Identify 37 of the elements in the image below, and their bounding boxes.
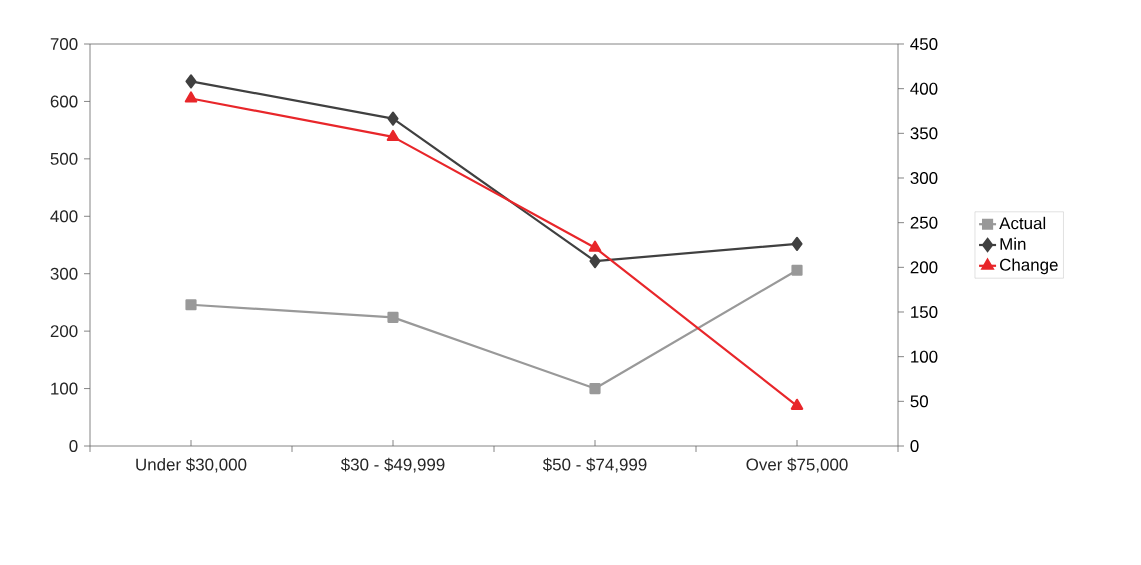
y2-tick-label: 400 <box>910 82 938 95</box>
x-tick-label: Under $30,000 <box>136 457 247 473</box>
x-tick-label: $30 - $49,999 <box>340 457 445 473</box>
y2-tick-label: 100 <box>911 350 938 363</box>
point <box>386 129 400 141</box>
point <box>387 311 399 323</box>
point <box>589 254 601 269</box>
y2-tick-label: 300 <box>910 172 938 184</box>
y-tick-label: 500 <box>50 152 78 165</box>
point <box>791 264 803 276</box>
point <box>589 382 601 395</box>
x-tick-label: $50 - $74,999 <box>542 457 647 473</box>
point <box>588 240 602 252</box>
y2-tick-label: 350 <box>910 127 938 140</box>
y2-tick-label: 150 <box>911 306 938 318</box>
point <box>185 299 197 311</box>
y-tick-label: 100 <box>51 382 78 395</box>
x-tick-label: Over $75,000 <box>746 457 848 473</box>
y-tick-label: 0 <box>69 440 78 452</box>
legend-label: Actual <box>999 216 1046 230</box>
y2-tick-label: 200 <box>910 261 938 274</box>
point <box>791 236 803 251</box>
y2-tick-label: 50 <box>910 395 929 408</box>
y-tick-label: 300 <box>50 267 78 280</box>
y2-tick-label: 450 <box>910 38 938 50</box>
point <box>790 398 804 410</box>
y2-tick-label: 250 <box>910 216 938 229</box>
y-tick-label: 400 <box>50 210 78 223</box>
legend-label: Min <box>1000 237 1026 250</box>
y-tick-label: 700 <box>50 38 78 50</box>
y-tick-label: 600 <box>50 95 78 108</box>
point <box>387 111 399 126</box>
legend-label: Change <box>1000 258 1058 275</box>
point <box>184 91 198 103</box>
y-tick-label: 200 <box>50 325 78 338</box>
point <box>185 74 197 89</box>
y2-tick-label: 0 <box>910 440 919 452</box>
